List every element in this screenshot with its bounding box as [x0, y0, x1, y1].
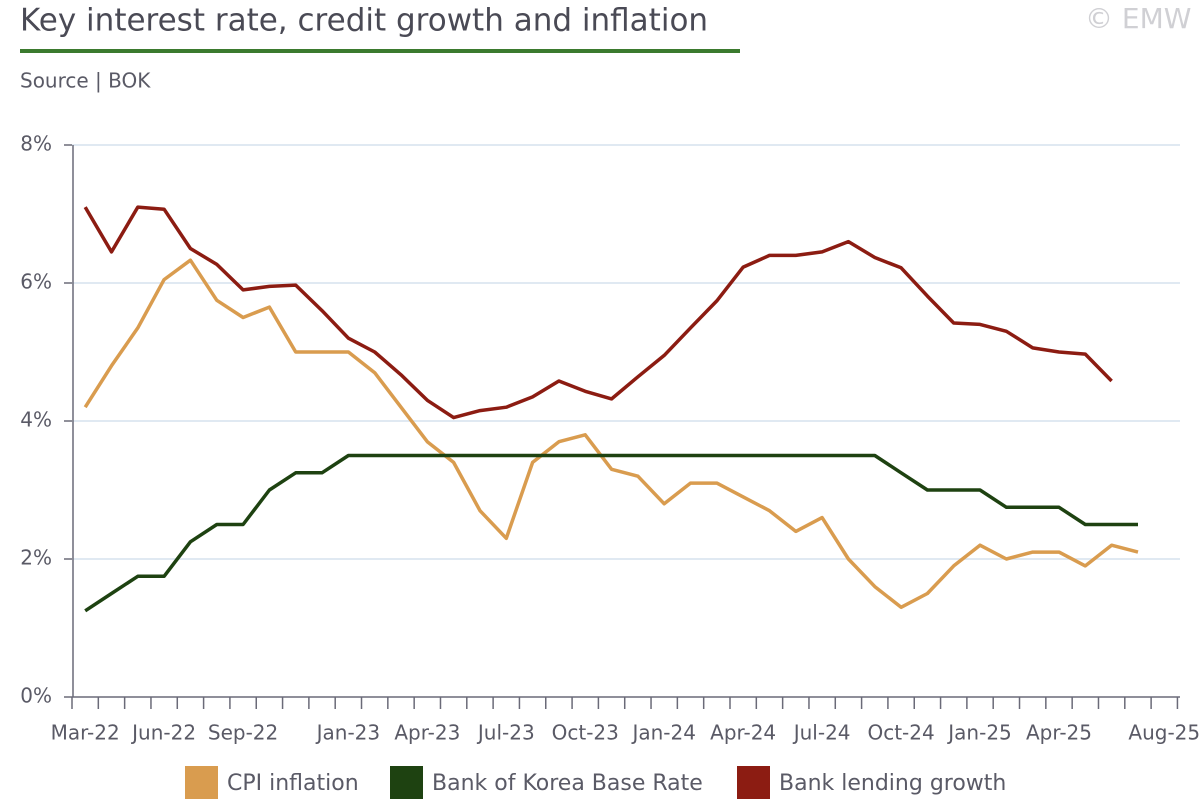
x-tick-label: Mar-22 [51, 721, 120, 745]
title-underline [20, 49, 740, 53]
y-tick-label: 8% [20, 132, 52, 156]
x-tick-label: Jan-24 [630, 721, 696, 745]
x-tick-label: Jan-23 [315, 721, 381, 745]
x-tick-label: Jan-25 [946, 721, 1012, 745]
y-tick-label: 4% [20, 408, 52, 432]
legend-label: CPI inflation [227, 771, 359, 796]
y-tick-label: 0% [20, 684, 52, 708]
legend-label: Bank of Korea Base Rate [432, 771, 703, 796]
line-series [84, 453, 1138, 613]
chart-subtitle: Source | BOK [20, 69, 151, 93]
x-tick-label: Apr-24 [710, 721, 776, 745]
x-tick-label: Apr-25 [1026, 721, 1092, 745]
watermark: © EMW [1085, 2, 1191, 35]
x-tick-label: Oct-24 [867, 721, 934, 745]
y-tick-label: 2% [20, 546, 52, 570]
legend-swatch [390, 766, 423, 799]
legend-swatch [737, 766, 770, 799]
line-series [83, 258, 1139, 610]
y-tick-label: 6% [20, 270, 52, 294]
x-tick-label: Aug-25 [1128, 721, 1200, 745]
legend-label: Bank lending growth [779, 771, 1006, 796]
line-series [83, 205, 1113, 420]
x-tick-label: Oct-23 [552, 721, 619, 745]
chart-title: Key interest rate, credit growth and inf… [20, 3, 708, 39]
x-tick-label: Jul-24 [792, 721, 851, 745]
x-tick-label: Jul-23 [476, 721, 535, 745]
x-tick-label: Sep-22 [208, 721, 278, 745]
x-tick-label: Jun-22 [130, 721, 196, 745]
legend-swatch [185, 766, 218, 799]
x-tick-label: Apr-23 [394, 721, 460, 745]
